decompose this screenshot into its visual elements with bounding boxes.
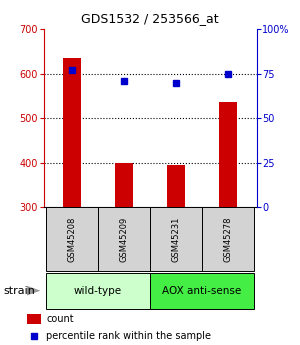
Bar — [98, 207, 150, 271]
Text: GSM45209: GSM45209 — [119, 216, 128, 262]
Text: GSM45208: GSM45208 — [68, 216, 76, 262]
Bar — [63, 58, 81, 207]
Bar — [150, 273, 254, 309]
Text: percentile rank within the sample: percentile rank within the sample — [46, 332, 211, 341]
Text: GSM45231: GSM45231 — [172, 216, 181, 262]
Text: GSM45278: GSM45278 — [224, 216, 232, 262]
Bar — [46, 273, 150, 309]
Bar — [167, 165, 185, 207]
Text: count: count — [46, 314, 74, 324]
Text: wild-type: wild-type — [74, 286, 122, 296]
Text: GDS1532 / 253566_at: GDS1532 / 253566_at — [81, 12, 219, 25]
Bar — [46, 207, 98, 271]
Bar — [219, 102, 237, 207]
Polygon shape — [27, 286, 40, 295]
Text: strain: strain — [3, 286, 35, 296]
Bar — [27, 314, 41, 324]
Bar — [115, 162, 133, 207]
Text: AOX anti-sense: AOX anti-sense — [162, 286, 242, 296]
Bar — [150, 207, 202, 271]
Bar — [202, 207, 254, 271]
